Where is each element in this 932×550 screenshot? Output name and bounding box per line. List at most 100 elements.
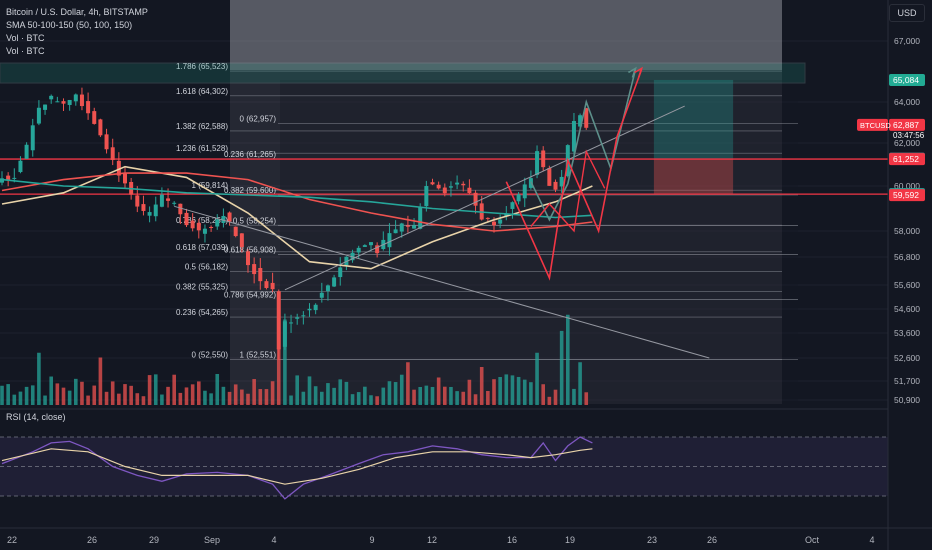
candle xyxy=(393,229,398,234)
candle xyxy=(553,181,558,190)
volume-legend-1[interactable]: Vol · BTC xyxy=(6,33,45,43)
volume-bar xyxy=(369,395,373,405)
countdown-label: 03:47:56 xyxy=(893,131,925,140)
price-tick-label: 54,600 xyxy=(894,304,920,314)
volume-bar xyxy=(547,396,552,405)
candle xyxy=(276,291,281,350)
volume-bar xyxy=(61,387,66,405)
fib-level-label: 0.382 (55,325) xyxy=(176,283,228,292)
fib-level-label: 1.618 (64,302) xyxy=(176,87,228,96)
volume-bar xyxy=(313,386,318,405)
time-axis: 22 26 29 Sep 4 9 12 16 19 23 26 Oct 4 xyxy=(0,527,932,545)
candle xyxy=(387,233,392,248)
fib-zone-extension xyxy=(230,0,782,70)
volume-bar xyxy=(572,388,576,405)
volume-bar xyxy=(283,319,287,405)
candle xyxy=(18,160,23,173)
candle xyxy=(55,101,60,103)
price-tick-label: 55,600 xyxy=(894,280,920,290)
candle xyxy=(86,101,91,114)
volume-bar xyxy=(541,384,545,405)
candle xyxy=(196,222,201,231)
volume-bar xyxy=(387,381,392,405)
grid xyxy=(0,40,888,401)
candle xyxy=(325,285,330,292)
volume-bar xyxy=(246,393,250,405)
volume-bar xyxy=(123,384,127,405)
sma-legend[interactable]: SMA 50-100-150 (50, 100, 150) xyxy=(6,20,133,30)
time-tick-label: 29 xyxy=(149,535,159,545)
trend-line xyxy=(174,205,710,359)
candle xyxy=(356,247,361,253)
projection-path-teal xyxy=(530,69,637,222)
candle xyxy=(49,95,54,100)
volume-bar xyxy=(406,362,410,405)
currency-button[interactable]: USD xyxy=(889,4,925,22)
volume-bar xyxy=(412,389,416,405)
candle xyxy=(369,242,373,246)
fib-level-label: 0.236 (54,265) xyxy=(176,308,228,317)
volume-bar xyxy=(363,386,367,405)
price-tick-label: 67,000 xyxy=(894,36,920,46)
volume-bar xyxy=(504,374,509,405)
candle xyxy=(510,202,515,209)
volume-bar xyxy=(221,386,226,405)
volume-bar xyxy=(381,387,386,405)
candle xyxy=(190,220,195,229)
candle xyxy=(430,182,435,185)
candle xyxy=(36,107,41,124)
volume-bar xyxy=(104,391,109,405)
symbol-tag xyxy=(857,118,888,131)
price-tick-label: 58,000 xyxy=(894,226,920,236)
candle xyxy=(24,144,29,159)
rsi-ma-line xyxy=(1,448,593,485)
time-tick-label: 26 xyxy=(87,535,97,545)
volume-bar xyxy=(399,374,404,405)
volume-bar xyxy=(0,385,4,405)
candle xyxy=(571,120,576,152)
rsi-legend[interactable]: RSI (14, close) xyxy=(6,412,66,422)
volume-bar xyxy=(24,386,29,405)
volume-bar xyxy=(270,381,275,405)
candle xyxy=(399,223,404,232)
fib-highlight-box xyxy=(0,62,806,84)
candle xyxy=(0,178,4,183)
volume-bar xyxy=(12,394,17,405)
volume-bar xyxy=(129,385,133,405)
trend-drawings xyxy=(174,66,710,359)
fib-level-label: 1.382 (62,588) xyxy=(176,122,228,131)
volume-bar xyxy=(559,330,564,405)
candle xyxy=(461,183,466,186)
volume-bar xyxy=(172,374,176,405)
volume-bar xyxy=(197,381,201,405)
volume-bar xyxy=(252,379,256,405)
sma-lines xyxy=(1,165,593,270)
volume-bar xyxy=(344,381,349,405)
time-tick-label: 4 xyxy=(271,535,276,545)
symbol-title[interactable]: Bitcoin / U.S. Dollar, 4h, BITSTAMP xyxy=(6,7,148,17)
candle xyxy=(98,119,103,136)
volume-bar xyxy=(178,392,183,405)
volume-bar xyxy=(320,391,324,405)
time-tick-label: Sep xyxy=(204,535,220,545)
fib-level-label: 0.236 (61,265) xyxy=(224,150,276,159)
volume-legend-2[interactable]: Vol · BTC xyxy=(6,46,45,56)
volume-bar xyxy=(227,391,232,405)
candle xyxy=(166,198,171,201)
volume-bar xyxy=(190,384,195,405)
volume-bar xyxy=(233,384,238,405)
position-stop-zone xyxy=(653,159,734,195)
candle xyxy=(73,94,78,102)
candle xyxy=(116,160,121,176)
candle xyxy=(418,206,423,229)
fib-level-label: 1.236 (61,528) xyxy=(176,144,228,153)
volume-bar xyxy=(301,391,306,405)
candle xyxy=(209,227,214,229)
candle xyxy=(424,186,429,207)
candle xyxy=(6,175,11,181)
candle xyxy=(135,195,140,207)
sma100-line xyxy=(1,172,593,232)
fib-level-label: 1 (59,814) xyxy=(192,181,229,190)
